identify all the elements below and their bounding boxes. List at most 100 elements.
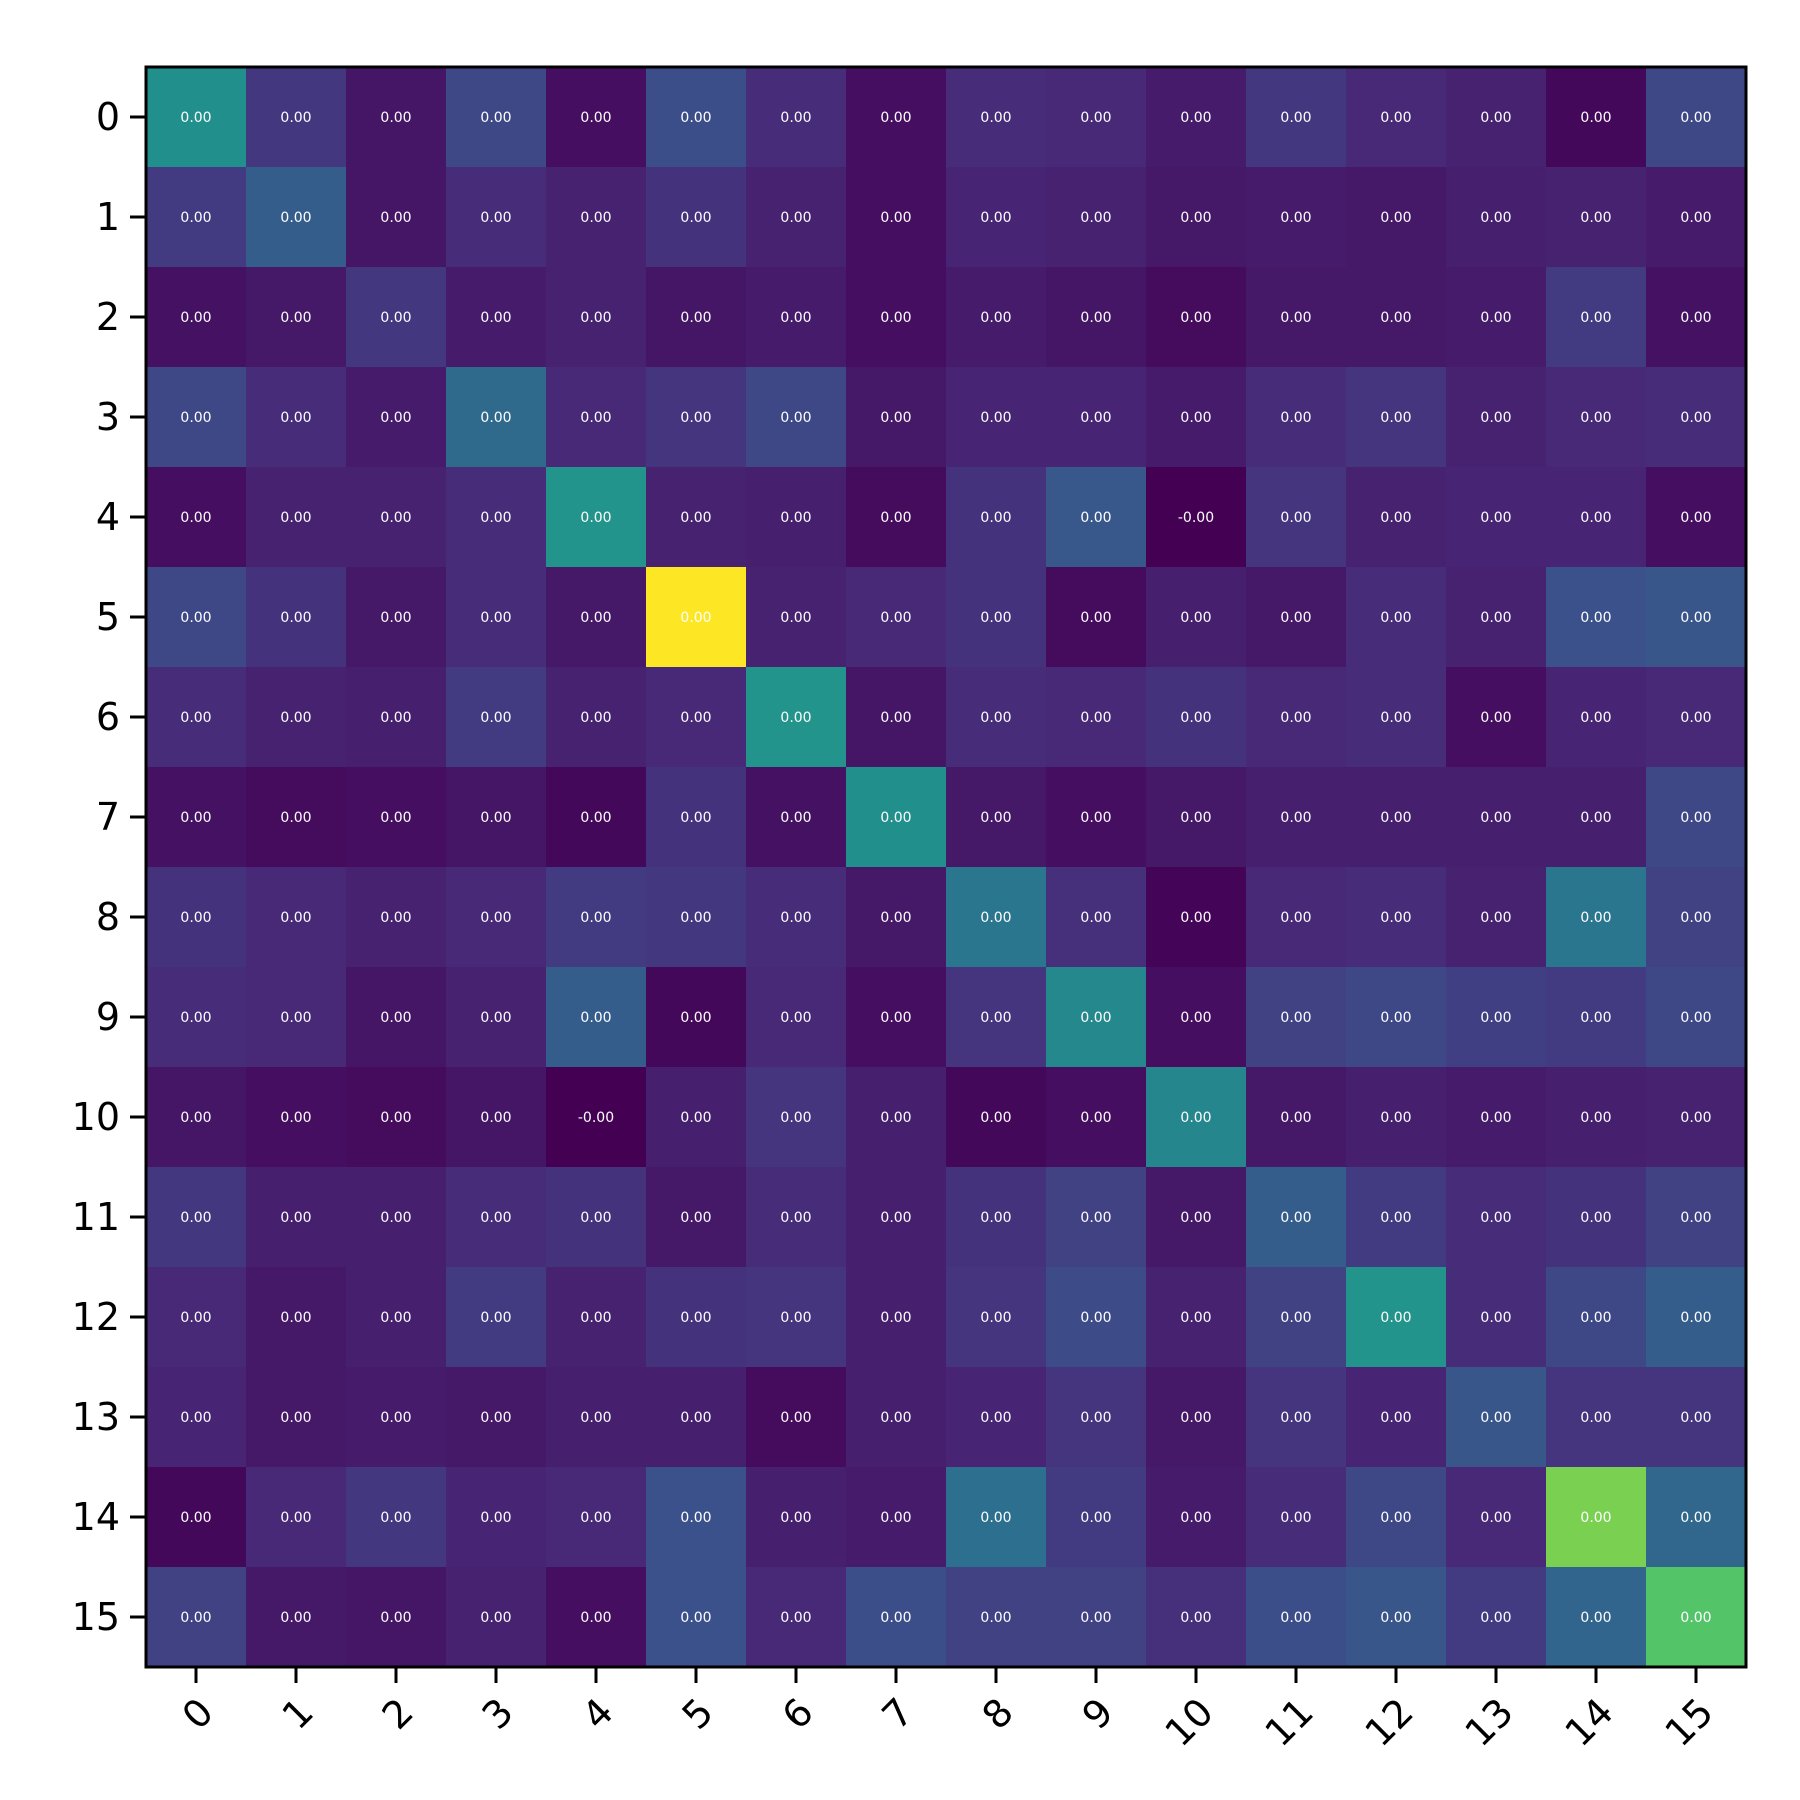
cell-value-label: 0.00 <box>880 1410 911 1426</box>
heatmap-cell <box>946 367 1047 468</box>
heatmap-cell <box>1546 1067 1647 1168</box>
cell-value-label: 0.00 <box>680 1310 711 1326</box>
heatmap-cell <box>1246 1267 1347 1368</box>
heatmap-cell <box>546 1067 647 1168</box>
heatmap-cell <box>846 1167 947 1268</box>
cell-value-label: 0.00 <box>980 1310 1011 1326</box>
x-tick-label: 11 <box>1256 1690 1321 1755</box>
cell-value-label: 0.00 <box>980 1410 1011 1426</box>
heatmap-cell <box>1346 1267 1447 1368</box>
heatmap-cell <box>946 767 1047 868</box>
heatmap-cell <box>746 67 847 168</box>
heatmap-cell <box>646 767 747 868</box>
cell-value-label: 0.00 <box>180 610 211 626</box>
heatmap-cell <box>1546 1167 1647 1268</box>
cell-value-label: 0.00 <box>1480 810 1511 826</box>
heatmap-cell <box>1346 867 1447 968</box>
heatmap-cell <box>1446 1267 1547 1368</box>
cell-value-label: 0.00 <box>1080 910 1111 926</box>
y-tick-label: 6 <box>96 695 120 739</box>
cell-value-label: 0.00 <box>380 1410 411 1426</box>
heatmap-cell <box>1246 267 1347 368</box>
x-tick-label: 9 <box>1074 1690 1122 1738</box>
x-tick-label: 5 <box>674 1690 722 1738</box>
heatmap-cell <box>346 1367 447 1468</box>
cell-value-label: 0.00 <box>1480 510 1511 526</box>
cell-value-label: 0.00 <box>1380 1010 1411 1026</box>
heatmap-cell <box>246 67 347 168</box>
cell-value-label: 0.00 <box>1580 310 1611 326</box>
cell-value-label: 0.00 <box>1380 1210 1411 1226</box>
heatmap-cell <box>846 967 947 1068</box>
heatmap-cell <box>646 167 747 268</box>
cell-value-label: 0.00 <box>580 1510 611 1526</box>
cell-value-label: 0.00 <box>480 1410 511 1426</box>
heatmap-cell <box>346 467 447 568</box>
heatmap-cell <box>646 1567 747 1668</box>
heatmap-cell <box>746 1567 847 1668</box>
heatmap-cell <box>146 667 247 768</box>
cell-value-label: 0.00 <box>1080 410 1111 426</box>
cell-value-label: 0.00 <box>580 510 611 526</box>
cell-value-label: 0.00 <box>1580 210 1611 226</box>
heatmap-cell <box>546 667 647 768</box>
heatmap-cell <box>146 467 247 568</box>
cell-value-label: 0.00 <box>1180 1410 1211 1426</box>
heatmap-cell <box>746 367 847 468</box>
heatmap-cell <box>1646 1467 1747 1568</box>
heatmap-cell <box>1446 367 1547 468</box>
cell-value-label: 0.00 <box>1680 810 1711 826</box>
cell-value-label: 0.00 <box>780 510 811 526</box>
cell-value-label: 0.00 <box>1180 1610 1211 1626</box>
heatmap-cell <box>1346 367 1447 468</box>
heatmap-cell <box>1446 1467 1547 1568</box>
x-tick-label: 4 <box>574 1690 622 1738</box>
heatmap-cell <box>746 767 847 868</box>
heatmap-cell <box>346 367 447 468</box>
heatmap-cell <box>746 1167 847 1268</box>
cell-value-label: 0.00 <box>680 810 711 826</box>
heatmap-cell <box>1646 967 1747 1068</box>
heatmap-cell <box>546 1567 647 1668</box>
cell-value-label: 0.00 <box>1280 1110 1311 1126</box>
cell-value-label: 0.00 <box>1680 710 1711 726</box>
cell-value-label: 0.00 <box>280 610 311 626</box>
cell-value-label: 0.00 <box>280 410 311 426</box>
heatmap-cell <box>1346 667 1447 768</box>
cell-value-label: 0.00 <box>680 1010 711 1026</box>
heatmap-cell <box>1446 267 1547 368</box>
heatmap-cell <box>546 1167 647 1268</box>
cell-value-label: 0.00 <box>680 510 711 526</box>
cell-value-label: 0.00 <box>180 1110 211 1126</box>
cell-value-label: 0.00 <box>280 810 311 826</box>
heatmap-cell <box>1046 667 1147 768</box>
heatmap-cell <box>146 1567 247 1668</box>
cell-value-label: 0.00 <box>580 810 611 826</box>
heatmap-cell <box>446 67 547 168</box>
cell-value-label: 0.00 <box>980 1210 1011 1226</box>
cell-value-label: 0.00 <box>1280 1510 1311 1526</box>
heatmap-cell <box>246 1367 347 1468</box>
heatmap-cell <box>546 567 647 668</box>
heatmap-cell <box>1046 267 1147 368</box>
heatmap-cell <box>946 867 1047 968</box>
cell-value-label: 0.00 <box>380 1210 411 1226</box>
cell-value-label: 0.00 <box>280 110 311 126</box>
cell-value-label: 0.00 <box>880 710 911 726</box>
heatmap-cell <box>446 1467 547 1568</box>
y-tick-label: 13 <box>72 1395 120 1439</box>
cell-value-label: 0.00 <box>880 410 911 426</box>
heatmap-cell <box>1646 867 1747 968</box>
cell-value-label: 0.00 <box>1680 610 1711 626</box>
cell-value-label: 0.00 <box>1480 110 1511 126</box>
cell-value-label: 0.00 <box>380 910 411 926</box>
cell-value-label: 0.00 <box>180 210 211 226</box>
cell-value-label: 0.00 <box>1180 1310 1211 1326</box>
cell-value-label: 0.00 <box>1480 1510 1511 1526</box>
y-tick-label: 7 <box>96 795 120 839</box>
heatmap-cell <box>846 567 947 668</box>
cell-value-label: 0.00 <box>1180 410 1211 426</box>
cell-value-label: 0.00 <box>380 310 411 326</box>
cell-value-label: 0.00 <box>780 810 811 826</box>
cell-value-label: 0.00 <box>1180 210 1211 226</box>
